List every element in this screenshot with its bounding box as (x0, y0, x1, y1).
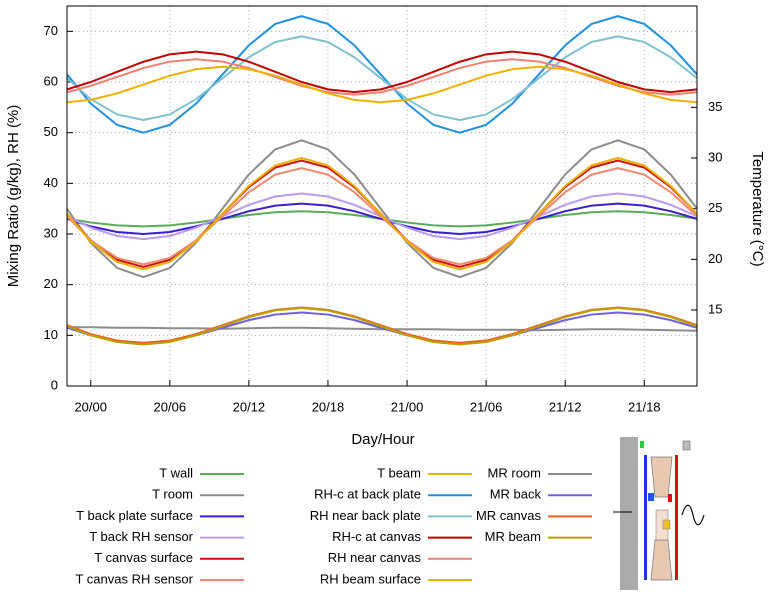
y2-tick-label: 15 (708, 301, 722, 316)
sensor-blue (648, 493, 654, 501)
legend: T wall T room T back plate surface T back R… (75, 465, 592, 586)
sensor-yellow (662, 519, 671, 530)
legend-label: MR beam (485, 529, 541, 544)
x-tick-label: 20/06 (154, 399, 187, 414)
y-tick-label: 20 (44, 276, 58, 291)
series-line (67, 139, 697, 279)
y2-axis-label: Temperature (°C) (749, 151, 766, 266)
beam-bottom (650, 539, 673, 581)
legend-label: RH-c at back plate (314, 487, 421, 502)
canvas (675, 455, 678, 580)
sensor-green (640, 441, 644, 448)
legend-label: T canvas RH sensor (75, 571, 193, 586)
series-line (67, 306, 697, 346)
series-line (67, 15, 697, 134)
back-plate (644, 455, 647, 580)
legend-label: RH near canvas (328, 550, 422, 565)
y-tick-label: 70 (44, 23, 58, 38)
y-tick-label: 30 (44, 225, 58, 240)
wave-symbol (681, 504, 705, 526)
sensor-red (668, 494, 672, 502)
beam-top (650, 456, 673, 498)
y-tick-label: 10 (44, 327, 58, 342)
legend-label: T wall (159, 465, 193, 480)
x-tick-label: 21/18 (628, 399, 661, 414)
legend-label: T canvas surface (94, 550, 193, 565)
y-tick-label: 40 (44, 175, 58, 190)
x-tick-label: 21/00 (391, 399, 424, 414)
y-tick-label: 0 (51, 377, 58, 392)
legend-label: MR back (490, 487, 542, 502)
plot-frame (66, 5, 698, 387)
legend-label: RH beam surface (320, 571, 421, 586)
y2-tick-label: 25 (708, 200, 722, 215)
legend-label: RH near back plate (310, 508, 421, 523)
legend-label: MR room (488, 465, 541, 480)
y2-tick-label: 30 (708, 149, 722, 164)
x-tick-label: 20/18 (312, 399, 345, 414)
schematic-icon (613, 437, 705, 590)
legend-label: T back plate surface (76, 508, 193, 523)
plot-lines (67, 15, 697, 346)
series-line (67, 65, 697, 104)
y-axis-label: Mixing Ratio (g/kg), RH (%) (5, 105, 22, 288)
sensor-gray (682, 440, 691, 451)
series-line (67, 50, 697, 94)
y-tick-label: 50 (44, 124, 58, 139)
series-line (67, 58, 697, 96)
series-line (67, 167, 697, 266)
legend-label: T beam (377, 465, 421, 480)
y2-tick-label: 35 (708, 99, 722, 114)
wall-shape (620, 437, 638, 590)
x-tick-label: 20/12 (233, 399, 266, 414)
series-line (67, 202, 697, 235)
series-line (67, 157, 697, 271)
x-tick-label: 20/00 (74, 399, 107, 414)
grid (67, 6, 697, 387)
x-axis-label: Day/Hour (351, 431, 414, 448)
legend-label: T room (152, 487, 193, 502)
series-line (67, 35, 697, 121)
x-tick-label: 21/12 (549, 399, 582, 414)
legend-label: MR canvas (476, 508, 542, 523)
y2-tick-label: 20 (708, 251, 722, 266)
y-tick-label: 60 (44, 73, 58, 88)
x-tick-label: 21/06 (470, 399, 503, 414)
series-line (67, 326, 697, 332)
legend-label: T back RH sensor (89, 529, 193, 544)
legend-label: RH-c at canvas (332, 529, 421, 544)
